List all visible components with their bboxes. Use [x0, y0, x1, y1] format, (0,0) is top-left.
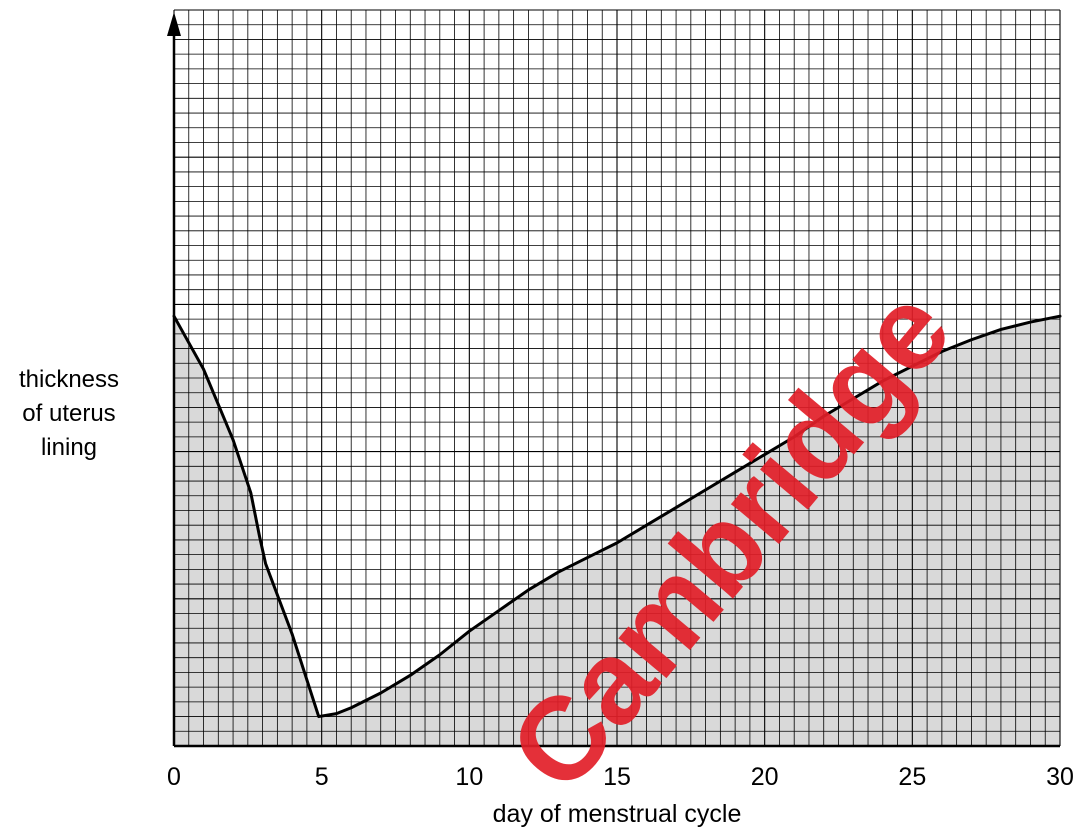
series-line	[172, 314, 1062, 719]
x-tick-label: 20	[751, 763, 779, 791]
x-tick-label: 5	[315, 763, 329, 791]
x-axis-label: day of menstrual cycle	[492, 800, 742, 828]
y-axis-label-line: lining	[40, 434, 98, 461]
x-tick-label: 15	[603, 763, 631, 791]
x-tick-label: 0	[167, 763, 181, 791]
axes-layer	[167, 12, 1060, 748]
x-tick-label: 30	[1046, 763, 1074, 791]
y-axis-label: thickness of uterus lining	[0, 363, 138, 465]
x-tick-label: 10	[455, 763, 483, 791]
y-axis-arrow	[167, 12, 181, 36]
y-axis-label-line: thickness	[18, 366, 120, 393]
y-axis-label-line: of uterus	[22, 400, 116, 427]
x-tick-labels: 0 5 10 15 20 25 30	[167, 763, 1074, 791]
series-line-layer	[172, 314, 1062, 719]
x-tick-label: 25	[898, 763, 926, 791]
grid-layer	[173, 9, 1061, 747]
